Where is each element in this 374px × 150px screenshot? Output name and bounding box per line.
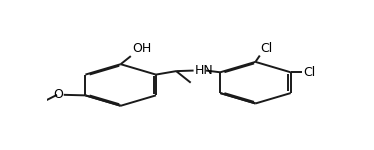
- Text: O: O: [53, 88, 63, 101]
- Text: Cl: Cl: [303, 66, 315, 79]
- Text: OH: OH: [132, 42, 151, 55]
- Text: HN: HN: [195, 64, 214, 77]
- Text: Cl: Cl: [261, 42, 273, 55]
